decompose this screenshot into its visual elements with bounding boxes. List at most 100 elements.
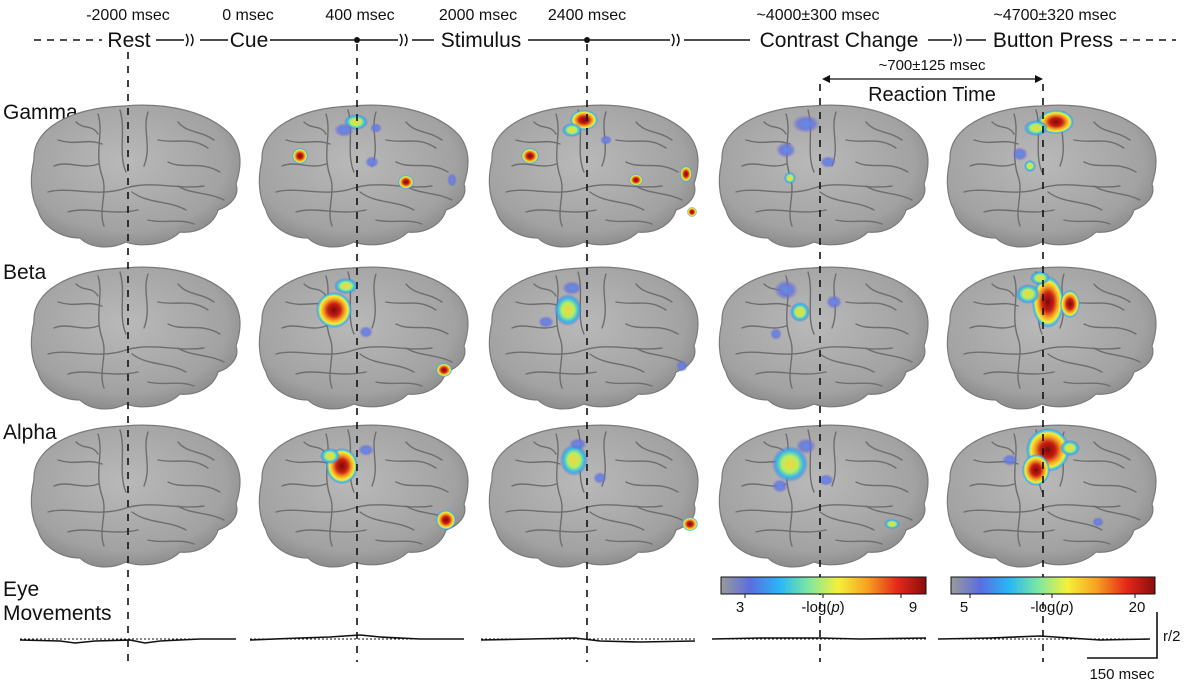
activation-blob bbox=[334, 123, 354, 137]
activation-blob bbox=[1024, 160, 1036, 172]
activation-blob bbox=[359, 326, 373, 338]
row-label-gamma: Gamma bbox=[3, 101, 78, 124]
eye-label-line2: Movements bbox=[3, 602, 112, 625]
event-button-press: Button Press bbox=[993, 29, 1113, 52]
row-label-alpha: Alpha bbox=[3, 421, 57, 444]
reaction-time-arrow bbox=[822, 75, 1043, 83]
brain-alpha-3 bbox=[488, 424, 699, 568]
activation-blob bbox=[680, 166, 692, 182]
reaction-duration: ~700±125 msec bbox=[878, 57, 986, 74]
event-contrast-change: Contrast Change bbox=[760, 29, 919, 52]
event-rest: Rest bbox=[107, 29, 150, 52]
activation-blob bbox=[334, 278, 358, 294]
event-stimulus: Stimulus bbox=[441, 29, 522, 52]
colorbar-low-label: -log(p) bbox=[801, 599, 844, 616]
timeline-dot-2400 bbox=[584, 37, 590, 43]
activation-blob bbox=[320, 448, 340, 464]
activation-blob bbox=[790, 302, 810, 322]
eye-trace-4 bbox=[711, 637, 927, 640]
scale-time-label: 150 msec bbox=[1089, 666, 1155, 683]
activation-blob bbox=[1092, 517, 1104, 527]
timeline: -2000 msec 0 msec 400 msec 2000 msec 240… bbox=[34, 7, 1176, 106]
activation-blob bbox=[784, 172, 796, 184]
event-markers bbox=[127, 44, 1044, 662]
activation-blob bbox=[538, 316, 554, 328]
activation-blob bbox=[1060, 440, 1080, 456]
colorbar-high-gradient bbox=[950, 576, 1156, 595]
colorbar-low-min: 3 bbox=[736, 599, 744, 616]
activation-blob bbox=[562, 281, 582, 295]
activation-blob bbox=[770, 328, 782, 340]
scale-amp-label: r/2 bbox=[1163, 628, 1181, 645]
time-label-2400: 2400 msec bbox=[548, 7, 626, 24]
activation-blob bbox=[818, 474, 834, 486]
brain-gamma-3 bbox=[488, 104, 699, 248]
brain-alpha-4 bbox=[718, 424, 929, 568]
colorbar-high-max: 20 bbox=[1129, 599, 1146, 616]
activation-blob bbox=[554, 294, 582, 326]
colorbar-high-label: -log(p) bbox=[1030, 599, 1073, 616]
activation-blob bbox=[600, 135, 612, 145]
brain-gamma-1 bbox=[30, 104, 241, 248]
eye-trace-1 bbox=[19, 638, 236, 644]
activation-blob bbox=[687, 207, 697, 217]
activation-blob bbox=[776, 142, 796, 158]
time-label-contrast: ~4000±300 msec bbox=[756, 7, 879, 24]
eye-trace-2 bbox=[249, 634, 464, 641]
activation-blob bbox=[774, 280, 798, 300]
activation-blob bbox=[820, 156, 836, 168]
activation-blob bbox=[1016, 284, 1040, 304]
time-label-rest: -2000 msec bbox=[86, 7, 170, 24]
timeline-dot-400 bbox=[354, 37, 360, 43]
activation-blob bbox=[436, 510, 456, 530]
event-cue: Cue bbox=[230, 29, 269, 52]
timeline-breaks bbox=[185, 33, 962, 47]
activation-blob bbox=[1032, 276, 1064, 328]
activation-blob bbox=[593, 472, 607, 484]
activation-blob bbox=[1030, 271, 1050, 285]
reaction-time-label: Reaction Time bbox=[868, 84, 996, 106]
activation-blob bbox=[884, 519, 900, 529]
brain-alpha-1 bbox=[30, 424, 241, 568]
time-label-400: 400 msec bbox=[325, 7, 394, 24]
activation-blob bbox=[629, 174, 643, 186]
activation-blob bbox=[569, 438, 587, 450]
brain-grid bbox=[30, 104, 1157, 568]
eye-trace-5 bbox=[937, 635, 1151, 641]
brain-gamma-5 bbox=[946, 104, 1157, 248]
activation-blob bbox=[292, 148, 308, 164]
activation-blob bbox=[521, 148, 539, 164]
brain-beta-4 bbox=[718, 266, 929, 410]
brain-beta-3 bbox=[488, 266, 699, 410]
activation-blob bbox=[436, 363, 452, 377]
activation-blob bbox=[676, 360, 688, 372]
colorbar-low: 3 -log(p) 9 bbox=[720, 576, 927, 616]
row-label-beta: Beta bbox=[3, 261, 47, 284]
brain-beta-5 bbox=[946, 266, 1157, 410]
colorbar-high-min: 5 bbox=[960, 599, 968, 616]
time-label-stimulus: 2000 msec bbox=[439, 7, 517, 24]
brain-gamma-4 bbox=[718, 104, 929, 248]
colorbar-high: 5 -log(p) 20 bbox=[950, 576, 1156, 616]
activation-blob bbox=[772, 446, 808, 482]
activation-blob bbox=[1024, 120, 1048, 136]
time-label-button: ~4700±320 msec bbox=[993, 7, 1116, 24]
scale-bar: r/2 150 msec bbox=[1087, 612, 1181, 683]
activation-blob bbox=[1060, 290, 1080, 318]
colorbar-low-max: 9 bbox=[909, 599, 917, 616]
activation-blob bbox=[358, 444, 374, 456]
brain-beta-1 bbox=[30, 266, 241, 410]
activation-blob bbox=[1012, 147, 1028, 161]
brain-alpha-2 bbox=[258, 424, 469, 568]
activation-blob bbox=[682, 517, 698, 531]
activation-blob bbox=[796, 438, 816, 454]
activation-blob bbox=[560, 444, 588, 476]
eye-traces bbox=[19, 634, 1151, 644]
brain-alpha-5 bbox=[946, 424, 1157, 568]
eye-trace-3 bbox=[480, 637, 696, 643]
activation-blob bbox=[370, 123, 382, 133]
activation-blob bbox=[772, 479, 788, 493]
colorbar-low-gradient bbox=[720, 576, 927, 595]
activation-blob bbox=[447, 173, 457, 187]
